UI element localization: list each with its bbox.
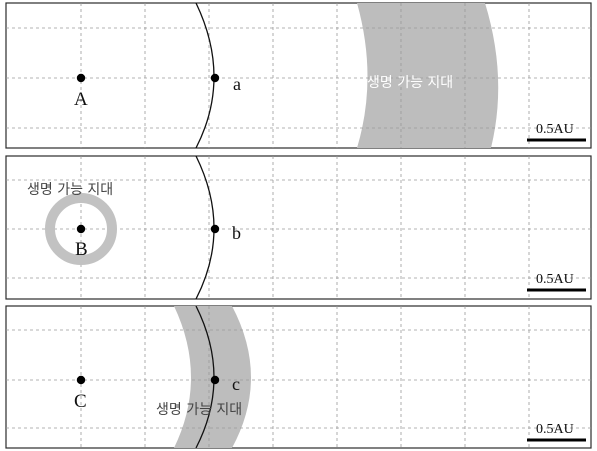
habitable-zone-b-label: 생명 가능 지대 (27, 182, 113, 198)
panel-b: B b 생명 가능 지대 0.5AU (5, 155, 592, 300)
panel-a: A a 생명 가능 지대 0.5AU (5, 2, 592, 149)
scale-label-b: 0.5AU (536, 272, 574, 287)
planet-c-dot (210, 375, 220, 385)
grid-b (6, 156, 591, 299)
planet-a-label: a (233, 74, 241, 94)
habitable-zone-a-label: 생명 가능 지대 (367, 75, 453, 91)
star-a-dot (76, 73, 86, 83)
habitable-zone-b (45, 193, 117, 265)
star-c-label: C (74, 391, 87, 412)
planet-b-label: b (232, 223, 241, 243)
planet-c-label: c (232, 374, 240, 394)
panel-c: C c 생명 가능 지대 0.5AU (5, 305, 592, 449)
planet-a-dot (210, 73, 220, 83)
star-a-label: A (74, 89, 88, 110)
star-c-dot (76, 375, 86, 385)
star-b-label: B (75, 239, 88, 260)
panel-b-frame (5, 155, 592, 300)
scale-label-a: 0.5AU (536, 122, 574, 137)
scale-label-c: 0.5AU (536, 422, 574, 437)
habitable-zone-a (357, 3, 499, 148)
star-b-dot (76, 224, 86, 234)
habitable-zone-c-label: 생명 가능 지대 (156, 402, 242, 418)
planet-b-dot (210, 224, 220, 234)
panel-c-frame (5, 305, 592, 449)
panel-a-frame (5, 2, 592, 149)
grid-c (6, 306, 591, 448)
